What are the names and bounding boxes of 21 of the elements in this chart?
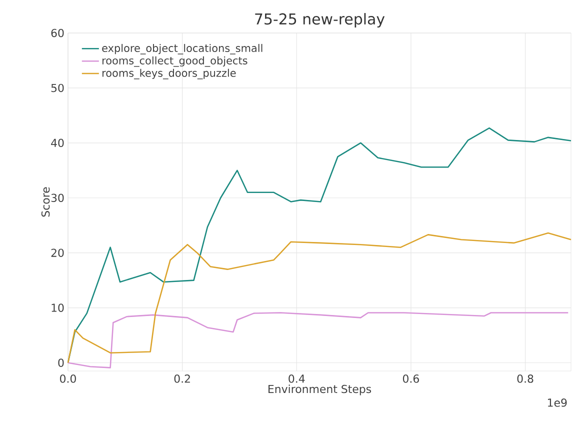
- line-series: [67, 312, 569, 368]
- legend-label: rooms_collect_good_objects: [102, 56, 248, 67]
- y-tick-label: 60: [51, 28, 64, 38]
- y-tick-label: 0: [58, 358, 64, 367]
- x-tick-label: 0.8: [517, 374, 534, 383]
- y-tick-label: 40: [51, 138, 64, 148]
- x-tick-label: 0.6: [402, 374, 419, 383]
- x-tick-label: 0.0: [60, 374, 76, 383]
- chart-title: 75-25 new-replay: [255, 13, 385, 28]
- line-series: [67, 232, 572, 364]
- x-tick-label: 0.2: [174, 374, 190, 383]
- y-axis-title: Score: [41, 187, 50, 217]
- y-tick-label: 30: [51, 194, 64, 202]
- y-tick-label: 50: [51, 84, 64, 92]
- y-tick-label: 20: [51, 248, 64, 257]
- legend-label: explore_object_locations_small: [102, 44, 262, 54]
- y-tick-label: 10: [52, 304, 64, 312]
- legend-label: rooms_keys_doors_puzzle: [102, 68, 236, 80]
- x-axis-title: Environment Steps: [268, 384, 372, 396]
- x-tick-label: 0.4: [288, 374, 305, 383]
- text: 1e9: [548, 398, 567, 407]
